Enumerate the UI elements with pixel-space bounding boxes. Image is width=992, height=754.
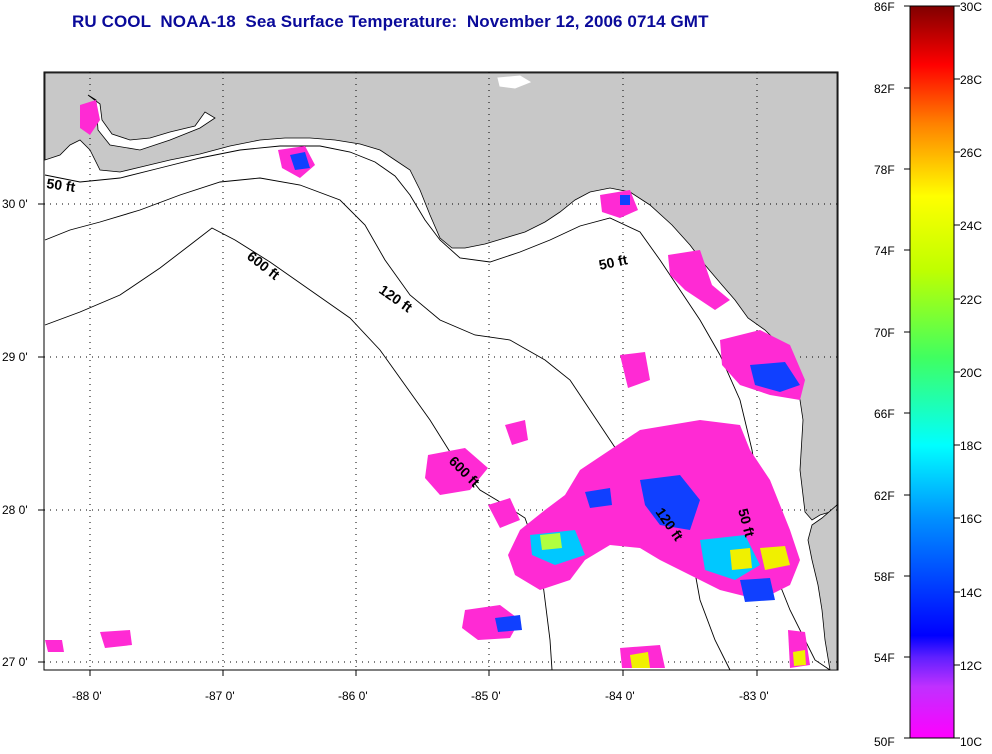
colorbar-f-74: 74F (874, 244, 895, 258)
lon-label-87: -87 0' (205, 689, 235, 703)
colorbar-c-26: 26C (960, 146, 982, 160)
contour-label-50ft-west: 50 ft (46, 175, 77, 195)
colorbar-f-78: 78F (874, 163, 895, 177)
colorbar-f-62: 62F (874, 489, 895, 503)
sst-mid-patches (290, 152, 800, 632)
colorbar-f-70: 70F (874, 326, 895, 340)
colorbar-c-18: 18C (960, 439, 982, 453)
colorbar (909, 5, 955, 739)
colorbar-c-20: 20C (960, 366, 982, 380)
colorbar-f-50: 50F (874, 735, 895, 749)
lat-label-30: 30 0' (2, 197, 28, 211)
contour-label-50ft-south: 50 ft (735, 507, 758, 539)
colorbar-c-16: 16C (960, 512, 982, 526)
lon-label-88: -88 0' (72, 689, 102, 703)
axis-ticks (38, 203, 758, 676)
land-south-east (807, 504, 838, 671)
colorbar-c-28: 28C (960, 73, 982, 87)
lat-label-28: 28 0' (2, 503, 28, 517)
lon-label-84: -84 0' (605, 689, 635, 703)
colorbar-f-54: 54F (874, 651, 895, 665)
colorbar-c-30: 30C (960, 0, 982, 14)
lat-label-27: 27 0' (2, 655, 28, 669)
colorbar-c-10: 10C (960, 735, 982, 749)
map-title: RU COOL NOAA-18 Sea Surface Temperature:… (72, 12, 709, 31)
contour-label-50ft-east: 50 ft (597, 251, 629, 273)
lon-label-86: -86 0' (338, 689, 368, 703)
lat-label-29: 29 0' (2, 350, 28, 364)
colorbar-f-82: 82F (874, 82, 895, 96)
contour-50ft (44, 145, 831, 671)
lon-label-83: -83 0' (739, 689, 769, 703)
lon-label-85: -85 0' (471, 689, 501, 703)
island-top (497, 75, 532, 89)
colorbar-f-86: 86F (874, 0, 895, 14)
sst-warm-patches (540, 533, 806, 668)
colorbar-f-66: 66F (874, 407, 895, 421)
colorbar-f-58: 58F (874, 570, 895, 584)
colorbar-c-24: 24C (960, 219, 982, 233)
colorbar-c-14: 14C (960, 586, 982, 600)
land-bay-detail (87, 94, 216, 151)
colorbar-ticks (904, 5, 960, 739)
colorbar-c-12: 12C (960, 659, 982, 673)
colorbar-c-22: 22C (960, 293, 982, 307)
